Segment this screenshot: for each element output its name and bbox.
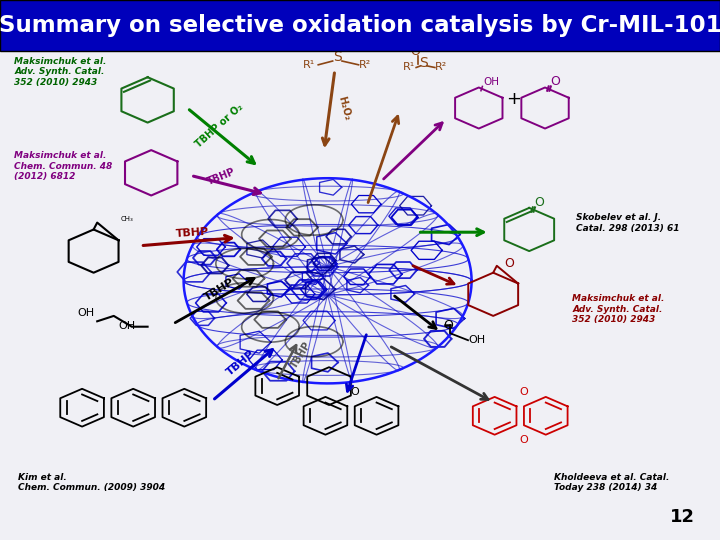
Text: O: O — [410, 45, 420, 58]
Text: TBHP: TBHP — [203, 277, 236, 303]
Text: R²: R² — [435, 62, 447, 72]
Text: Summary on selective oxidation catalysis by Cr-MIL-101: Summary on selective oxidation catalysis… — [0, 15, 720, 37]
Text: Maksimchuk et al.
Adv. Synth. Catal.
352 (2010) 2943: Maksimchuk et al. Adv. Synth. Catal. 352… — [572, 294, 665, 324]
Text: OH: OH — [484, 77, 500, 87]
Text: CH₃: CH₃ — [121, 217, 134, 222]
Text: OH: OH — [468, 335, 485, 345]
Text: Maksimchuk et al.
Chem. Commun. 48
(2012) 6812: Maksimchuk et al. Chem. Commun. 48 (2012… — [14, 151, 112, 181]
Text: O: O — [534, 196, 544, 210]
Text: R²: R² — [359, 59, 371, 70]
Text: TBHP: TBHP — [176, 227, 210, 239]
Text: OH: OH — [119, 321, 136, 332]
Text: Skobelev et al. J.
Catal. 298 (2013) 61: Skobelev et al. J. Catal. 298 (2013) 61 — [576, 213, 680, 233]
Text: S: S — [419, 56, 428, 70]
Text: +: + — [506, 90, 521, 109]
Text: H₂O₂: H₂O₂ — [336, 94, 352, 122]
Text: TBHP or O₂: TBHP or O₂ — [194, 102, 246, 150]
Text: TBHP: TBHP — [289, 340, 313, 370]
Text: S: S — [333, 50, 341, 64]
Text: 12: 12 — [670, 509, 695, 526]
Text: O: O — [443, 319, 453, 333]
Text: R¹: R¹ — [403, 62, 415, 72]
Text: TBHP: TBHP — [225, 349, 257, 378]
Text: O: O — [350, 387, 359, 397]
Text: Maksimchuk et al.
Adv. Synth. Catal.
352 (2010) 2943: Maksimchuk et al. Adv. Synth. Catal. 352… — [14, 57, 107, 86]
Text: O: O — [504, 257, 514, 271]
Text: O: O — [550, 75, 560, 89]
Text: O: O — [519, 435, 528, 445]
Text: Hwang et al. Appl. Catal. A 358 (2009) 249: Hwang et al. Appl. Catal. A 358 (2009) 2… — [385, 35, 635, 45]
Text: TBHP: TBHP — [206, 166, 237, 186]
Text: R¹: R¹ — [302, 59, 315, 70]
Text: O: O — [519, 387, 528, 397]
Text: OH: OH — [78, 308, 95, 318]
FancyBboxPatch shape — [0, 0, 720, 51]
Text: Kholdeeva et al. Catal.
Today 238 (2014) 34: Kholdeeva et al. Catal. Today 238 (2014)… — [554, 472, 670, 492]
Text: Kim et al.
Chem. Commun. (2009) 3904: Kim et al. Chem. Commun. (2009) 3904 — [18, 472, 165, 492]
